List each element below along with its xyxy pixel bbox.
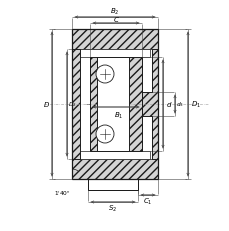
Bar: [90, 58, 141, 151]
Bar: [72, 50, 80, 159]
Bar: [90, 58, 97, 151]
Text: $C$: $C$: [112, 14, 119, 23]
Text: $1'40''$: $1'40''$: [54, 189, 71, 197]
Text: $D_2$: $D_2$: [68, 100, 76, 109]
Bar: [88, 179, 137, 190]
Text: $C_1$: $C_1$: [143, 196, 152, 206]
Text: $d_3$: $d_3$: [175, 100, 183, 109]
Text: $B_1$: $B_1$: [114, 110, 123, 121]
Circle shape: [95, 125, 114, 143]
Bar: [151, 116, 157, 159]
Text: $D$: $D$: [43, 100, 50, 109]
Bar: [80, 50, 149, 58]
Bar: [97, 58, 128, 151]
Bar: [128, 58, 141, 151]
Bar: [90, 58, 141, 97]
Text: $S_2$: $S_2$: [108, 203, 117, 213]
Bar: [151, 50, 157, 93]
Bar: [72, 159, 157, 179]
Bar: [72, 30, 157, 50]
Text: $d$: $d$: [165, 100, 172, 109]
Polygon shape: [141, 50, 157, 159]
Text: $B_2$: $B_2$: [110, 7, 119, 17]
Text: $D_1$: $D_1$: [190, 100, 200, 110]
Bar: [80, 151, 149, 159]
Circle shape: [95, 66, 114, 84]
